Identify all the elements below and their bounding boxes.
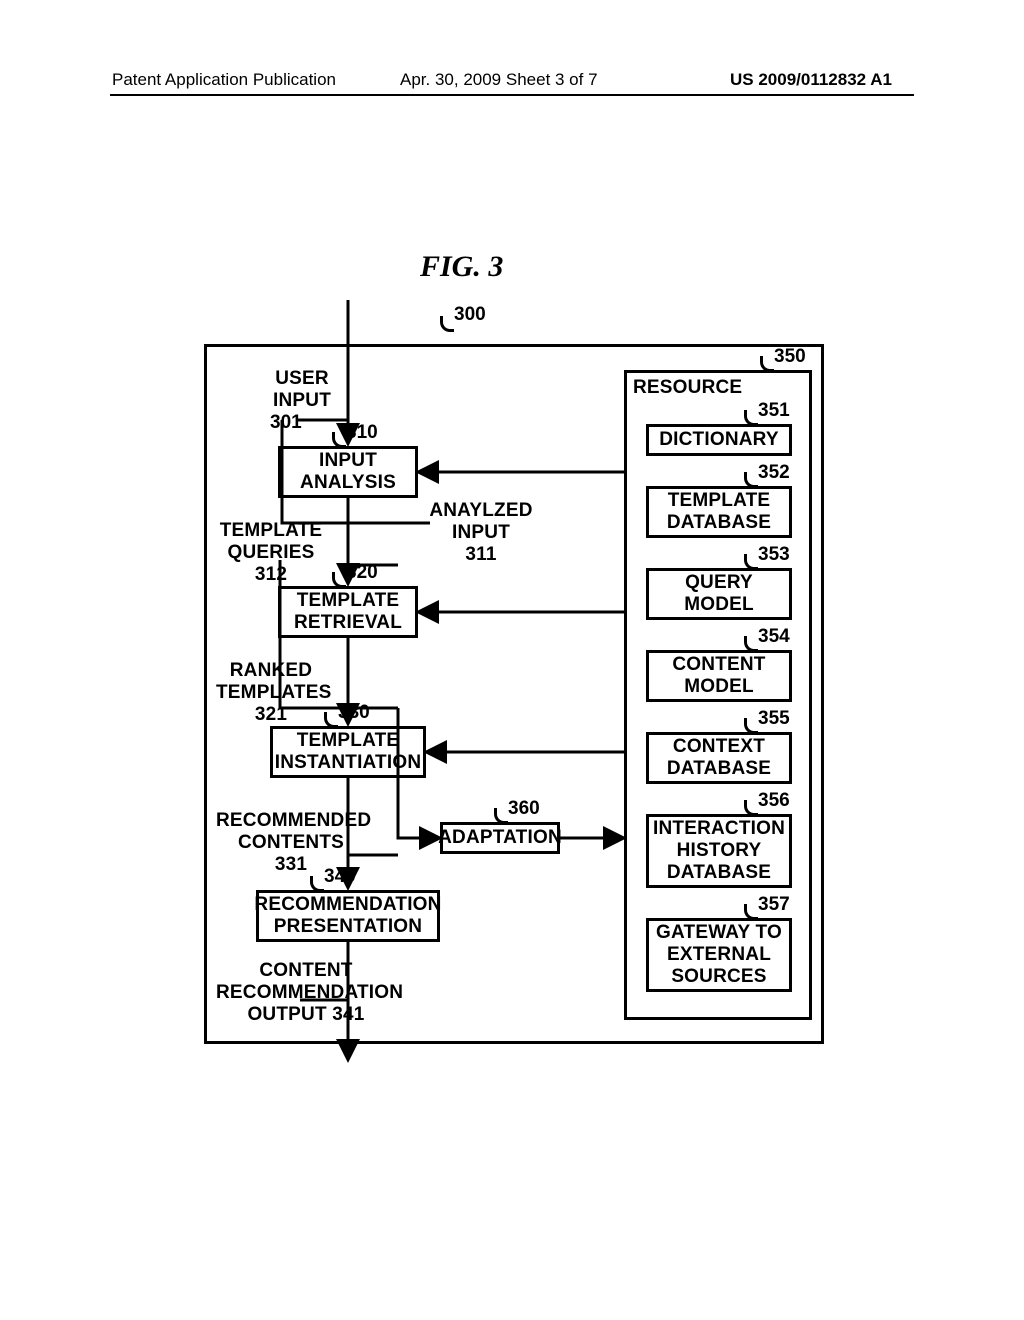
- ref-356: 356: [758, 790, 790, 812]
- resource-item-line: MODEL: [684, 676, 754, 698]
- process-template-instantiation: TEMPLATEINSTANTIATION: [270, 726, 426, 778]
- ref-hook-icon: [440, 316, 454, 332]
- label-recommended-contents: RECOMMENDEDCONTENTS331: [216, 810, 366, 876]
- resource-item-context-database: CONTEXTDATABASE: [646, 732, 792, 784]
- process-line: INPUT: [319, 450, 377, 472]
- ref-352: 352: [758, 462, 790, 484]
- resource-item-line: QUERY: [685, 572, 753, 594]
- ref-354: 354: [758, 626, 790, 648]
- label-user-input: USERINPUT: [262, 368, 342, 412]
- label-ranked-templates: RANKEDTEMPLATES321: [216, 660, 326, 726]
- label-line: 312: [216, 564, 326, 586]
- ref-301: 301: [270, 412, 302, 434]
- process-adaptation: ADAPTATION: [440, 822, 560, 854]
- resource-item-line: DICTIONARY: [659, 429, 779, 451]
- process-line: ANALYSIS: [300, 472, 396, 494]
- label-content-recommendation-output: CONTENTRECOMMENDATIONOUTPUT 341: [216, 960, 396, 1026]
- resource-item-content-model: CONTENTMODEL: [646, 650, 792, 702]
- ref-330: 330: [338, 702, 370, 724]
- resource-item-line: HISTORY: [677, 840, 762, 862]
- header-rule: [110, 94, 914, 96]
- resource-item-line: TEMPLATE: [668, 490, 771, 512]
- resource-item-line: MODEL: [684, 594, 754, 616]
- resource-item-line: DATABASE: [667, 758, 771, 780]
- label-line: TEMPLATES: [216, 682, 326, 704]
- label-line: RECOMMENDATION: [216, 982, 396, 1004]
- ref-300: 300: [454, 304, 486, 326]
- label-line: USER: [262, 368, 342, 390]
- resource-item-line: EXTERNAL: [667, 944, 771, 966]
- resource-item-line: SOURCES: [671, 966, 766, 988]
- label-line: INPUT: [426, 522, 536, 544]
- ref-351: 351: [758, 400, 790, 422]
- label-line: CONTENT: [216, 960, 396, 982]
- process-line: TEMPLATE: [297, 730, 400, 752]
- process-line: INSTANTIATION: [275, 752, 422, 774]
- resource-item-line: GATEWAY TO: [656, 922, 782, 944]
- ref-360: 360: [508, 798, 540, 820]
- label-line: RECOMMENDED: [216, 810, 366, 832]
- process-line: RETRIEVAL: [294, 612, 402, 634]
- resource-item-gateway-to-external-sources: GATEWAY TOEXTERNALSOURCES: [646, 918, 792, 992]
- process-input-analysis: INPUTANALYSIS: [278, 446, 418, 498]
- resource-label: RESOURCE: [627, 377, 742, 399]
- ref-357: 357: [758, 894, 790, 916]
- label-analyzed-input: ANAYLZEDINPUT311: [426, 500, 536, 566]
- label-line: 331: [216, 854, 366, 876]
- label-line: CONTENTS: [216, 832, 366, 854]
- process-line: TEMPLATE: [297, 590, 400, 612]
- figure-title: FIG. 3: [420, 250, 503, 284]
- resource-item-query-model: QUERYMODEL: [646, 568, 792, 620]
- resource-item-line: DATABASE: [667, 862, 771, 884]
- label-line: OUTPUT 341: [216, 1004, 396, 1026]
- header-right: US 2009/0112832 A1: [730, 70, 892, 90]
- resource-item-interaction-history-database: INTERACTIONHISTORYDATABASE: [646, 814, 792, 888]
- label-line: QUERIES: [216, 542, 326, 564]
- ref-355: 355: [758, 708, 790, 730]
- process-line: PRESENTATION: [274, 916, 422, 938]
- label-line: ANAYLZED: [426, 500, 536, 522]
- label-line: INPUT: [262, 390, 342, 412]
- process-template-retrieval: TEMPLATERETRIEVAL: [278, 586, 418, 638]
- ref-350: 350: [774, 346, 806, 368]
- resource-item-line: CONTEXT: [673, 736, 765, 758]
- header-left: Patent Application Publication: [112, 70, 336, 90]
- label-line: 321: [216, 704, 326, 726]
- resource-item-line: INTERACTION: [653, 818, 785, 840]
- label-template-queries: TEMPLATEQUERIES312: [216, 520, 326, 586]
- process-line: RECOMMENDATION: [254, 894, 441, 916]
- resource-item-template-database: TEMPLATEDATABASE: [646, 486, 792, 538]
- process-recommendation-presentation: RECOMMENDATIONPRESENTATION: [256, 890, 440, 942]
- label-line: TEMPLATE: [216, 520, 326, 542]
- label-line: 311: [426, 544, 536, 566]
- ref-310: 310: [346, 422, 378, 444]
- process-line: ADAPTATION: [438, 827, 562, 849]
- label-line: RANKED: [216, 660, 326, 682]
- header-center: Apr. 30, 2009 Sheet 3 of 7: [400, 70, 598, 90]
- ref-353: 353: [758, 544, 790, 566]
- resource-item-line: DATABASE: [667, 512, 771, 534]
- resource-item-line: CONTENT: [672, 654, 765, 676]
- ref-320: 320: [346, 562, 378, 584]
- resource-item-dictionary: DICTIONARY: [646, 424, 792, 456]
- page: Patent Application Publication Apr. 30, …: [0, 0, 1024, 1320]
